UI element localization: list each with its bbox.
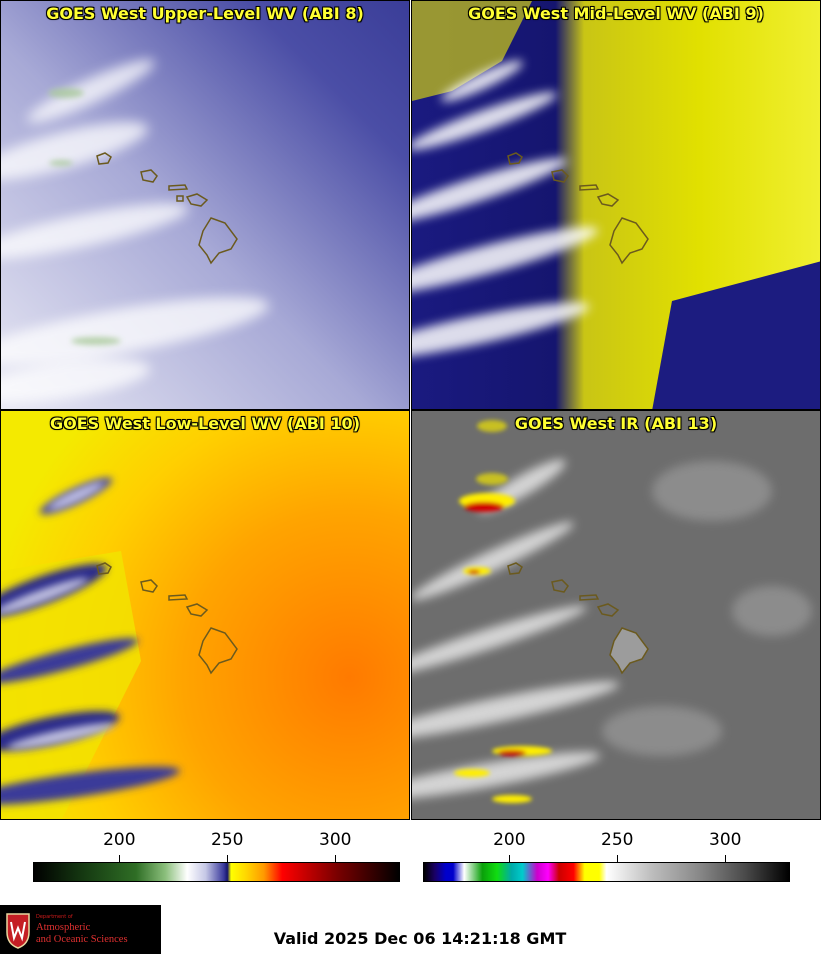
panel-low-level-wv: GOES West Low-Level WV (ABI 10) [0,410,410,820]
colorbar-tick-label: 300 [709,830,742,850]
logo-line3: and Oceanic Sciences [36,934,128,945]
aos-logo: Department of Atmospheric and Oceanic Sc… [0,905,161,954]
uw-crest-icon [6,913,30,949]
colorbar-tick-mark [335,855,337,862]
panel-title: GOES West Upper-Level WV (ABI 8) [46,4,364,23]
colorbar-tick-label: 300 [319,830,352,850]
colorbar-tick-mark [509,855,511,862]
panel-upper-level-wv: GOES West Upper-Level WV (ABI 8) [0,0,410,410]
colorbar-tick-label: 250 [211,830,244,850]
colorbar-tick-mark [725,855,727,862]
panel-title: GOES West Mid-Level WV (ABI 9) [468,4,764,23]
mid-level-wv-image [412,1,820,409]
low-level-wv-image [1,411,409,819]
ir-image [412,411,820,819]
colorbar-tick-mark [227,855,229,862]
colorbar-tick-mark [119,855,121,862]
hawaii-coastline-icon [96,152,238,265]
valid-time: Valid 2025 Dec 06 14:21:18 GMT [273,929,567,948]
colorbar-tick-label: 250 [601,830,634,850]
panel-title: GOES West Low-Level WV (ABI 10) [49,414,360,433]
colorbar-tick-label: 200 [103,830,136,850]
panel-mid-level-wv: GOES West Mid-Level WV (ABI 9) [411,0,821,410]
panel-ir: GOES West IR (ABI 13) [411,410,821,820]
panel-title: GOES West IR (ABI 13) [514,414,718,433]
colorbar-tick-label: 200 [493,830,526,850]
logo-line2: Atmospheric [36,922,91,933]
colorbar-tick-mark [617,855,619,862]
logo-line1: Department of [36,914,73,920]
upper-level-wv-image [1,1,409,409]
colorbar-wv [33,862,400,882]
colorbar-ir [423,862,790,882]
